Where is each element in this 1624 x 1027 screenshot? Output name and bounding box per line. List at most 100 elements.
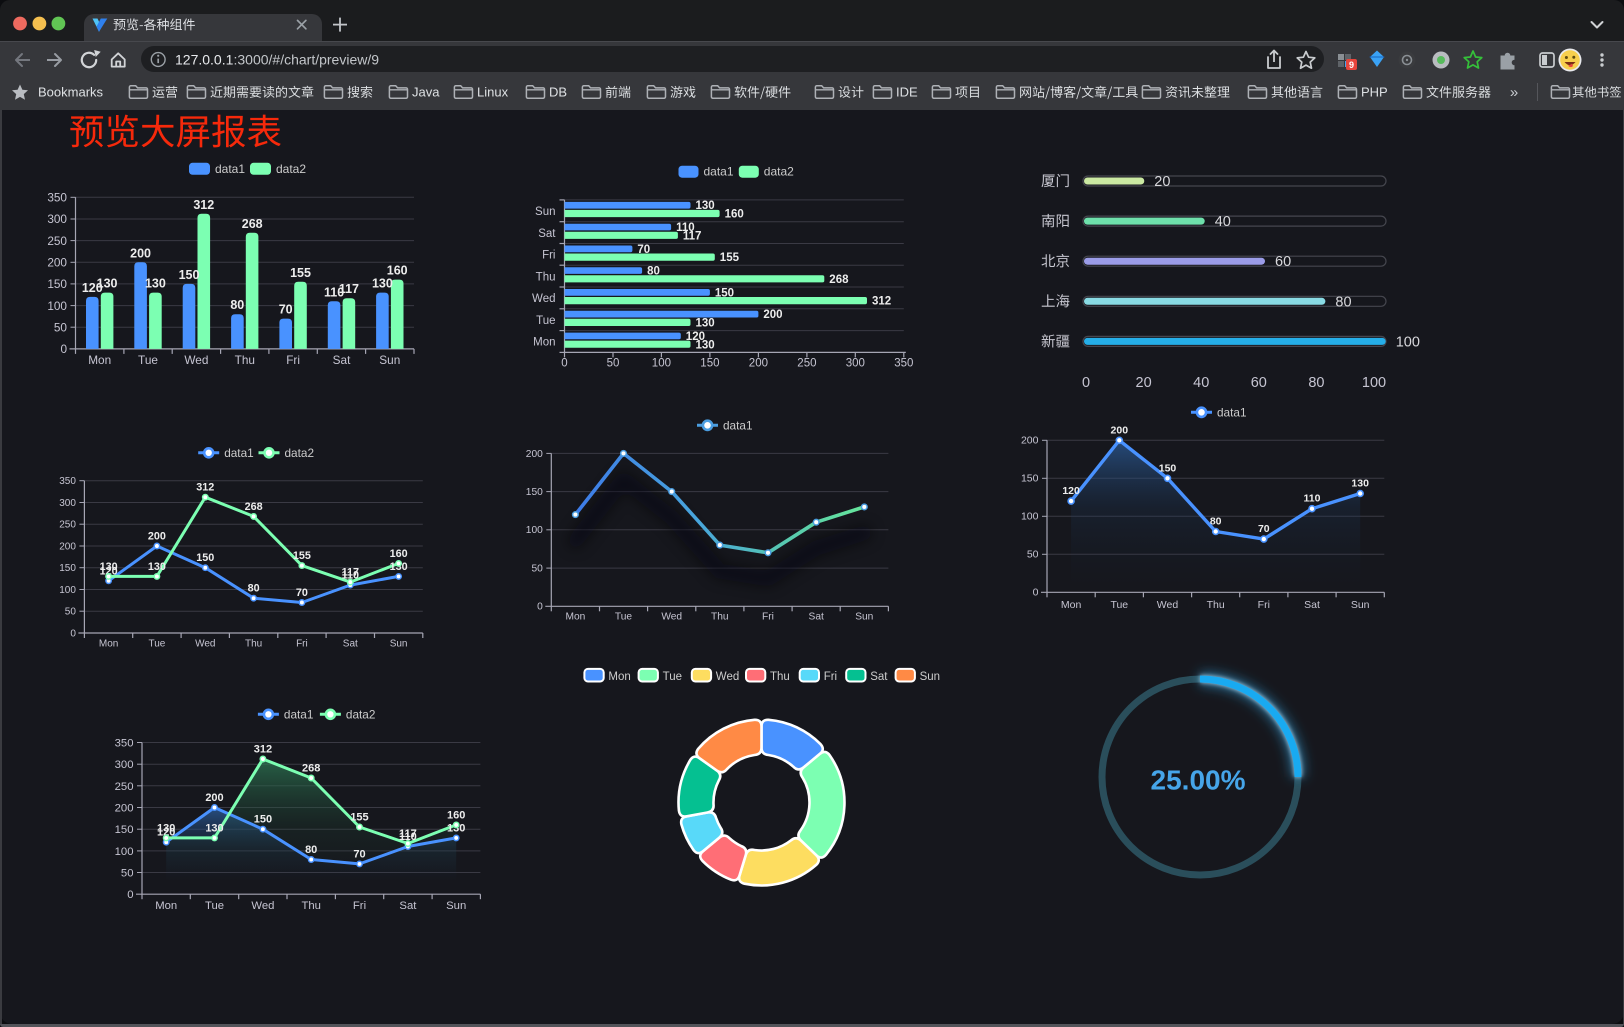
svg-text:50: 50 [54, 320, 68, 334]
svg-text:130: 130 [157, 822, 175, 834]
svg-text:Wed: Wed [661, 612, 682, 623]
svg-text:80: 80 [230, 298, 244, 312]
svg-text:Fri: Fri [824, 671, 837, 683]
svg-text:100: 100 [1021, 511, 1039, 523]
svg-text:data1: data1 [215, 162, 245, 176]
svg-text:200: 200 [130, 246, 151, 260]
svg-text:250: 250 [115, 781, 134, 793]
svg-text:Linux: Linux [477, 85, 509, 100]
svg-text:80: 80 [248, 583, 260, 595]
svg-text:160: 160 [390, 548, 408, 560]
svg-text:130: 130 [205, 822, 223, 834]
svg-text:312: 312 [254, 744, 272, 756]
svg-text:Thu: Thu [235, 353, 255, 367]
svg-text:data2: data2 [285, 446, 315, 460]
svg-text:80: 80 [305, 844, 317, 856]
svg-text:268: 268 [242, 217, 263, 231]
svg-text:Thu: Thu [301, 900, 320, 912]
svg-text:50: 50 [65, 607, 77, 618]
svg-text:data1: data1 [224, 446, 254, 460]
svg-text:350: 350 [59, 476, 76, 487]
svg-text:70: 70 [1258, 523, 1270, 535]
svg-text:200: 200 [749, 358, 768, 370]
svg-text:Sun: Sun [1351, 599, 1370, 611]
svg-text:200: 200 [763, 309, 782, 321]
svg-text:117: 117 [339, 282, 359, 296]
svg-text:Sun: Sun [390, 638, 408, 649]
svg-text:Sun: Sun [446, 900, 466, 912]
svg-text:Fri: Fri [542, 250, 555, 262]
svg-text:0: 0 [1033, 587, 1039, 599]
svg-text:80: 80 [647, 266, 660, 278]
svg-text:80: 80 [1335, 294, 1351, 310]
svg-text:100: 100 [59, 585, 76, 596]
svg-text:Wed: Wed [251, 900, 274, 912]
svg-text:200: 200 [1111, 424, 1129, 436]
svg-text:data1: data1 [704, 165, 734, 179]
svg-text:150: 150 [715, 287, 734, 299]
svg-text:300: 300 [846, 358, 865, 370]
svg-text:110: 110 [399, 831, 417, 843]
svg-text:Sun: Sun [379, 353, 400, 367]
svg-text:200: 200 [205, 792, 223, 804]
svg-text:Wed: Wed [184, 353, 208, 367]
svg-text:9: 9 [1349, 60, 1354, 70]
svg-text:Mon: Mon [155, 900, 177, 912]
svg-text:120: 120 [686, 331, 705, 343]
svg-text:100: 100 [115, 846, 134, 858]
svg-text:100: 100 [652, 358, 671, 370]
svg-text:Fri: Fri [762, 612, 774, 623]
svg-text:110: 110 [676, 222, 695, 234]
svg-text:160: 160 [387, 264, 408, 278]
svg-text:150: 150 [526, 487, 543, 498]
svg-text:312: 312 [872, 296, 891, 308]
svg-text:Tue: Tue [1110, 599, 1128, 611]
svg-text:120: 120 [82, 281, 103, 295]
svg-text:250: 250 [47, 234, 67, 248]
svg-text:Thu: Thu [245, 638, 262, 649]
svg-text:70: 70 [296, 587, 308, 599]
svg-text:200: 200 [115, 803, 134, 815]
svg-text:80: 80 [1308, 375, 1324, 391]
svg-text:0: 0 [70, 628, 76, 639]
svg-text:20: 20 [1136, 375, 1152, 391]
svg-text:70: 70 [637, 244, 650, 256]
svg-text:Sun: Sun [855, 612, 873, 623]
svg-text:Thu: Thu [1207, 599, 1225, 611]
svg-text:25.00%: 25.00% [1151, 765, 1246, 796]
svg-text:Wed: Wed [1157, 599, 1179, 611]
svg-text:Sat: Sat [809, 612, 824, 623]
svg-text:PHP: PHP [1361, 85, 1388, 100]
svg-text:160: 160 [447, 809, 465, 821]
svg-text:130: 130 [447, 822, 465, 834]
svg-text:Thu: Thu [536, 271, 556, 283]
svg-text:Sat: Sat [538, 228, 556, 240]
svg-text:150: 150 [115, 824, 134, 836]
svg-text::3000/#/chart/preview/9: :3000/#/chart/preview/9 [234, 52, 380, 68]
svg-text:100: 100 [526, 525, 543, 536]
svg-text:Sun: Sun [920, 671, 940, 683]
svg-text:300: 300 [59, 498, 76, 509]
svg-text:130: 130 [372, 277, 393, 291]
svg-text:Sat: Sat [333, 353, 351, 367]
svg-text:250: 250 [797, 358, 816, 370]
svg-text:250: 250 [59, 520, 76, 531]
svg-text:Tue: Tue [148, 638, 165, 649]
svg-text:Tue: Tue [138, 353, 158, 367]
svg-text:Mon: Mon [565, 612, 585, 623]
svg-text:Thu: Thu [770, 671, 790, 683]
svg-text:300: 300 [47, 212, 67, 226]
svg-text:268: 268 [829, 274, 849, 286]
svg-text:20: 20 [1154, 174, 1170, 190]
svg-text:350: 350 [894, 358, 913, 370]
svg-text:312: 312 [193, 198, 214, 212]
svg-text:100: 100 [47, 299, 67, 313]
svg-text:0: 0 [537, 602, 543, 613]
svg-text:Mon: Mon [99, 638, 118, 649]
svg-text:312: 312 [196, 482, 214, 494]
svg-text:117: 117 [399, 828, 417, 840]
svg-text:Tue: Tue [615, 612, 633, 623]
svg-text:Fri: Fri [1258, 599, 1270, 611]
svg-text:130: 130 [145, 277, 166, 291]
svg-text:110: 110 [342, 570, 359, 582]
